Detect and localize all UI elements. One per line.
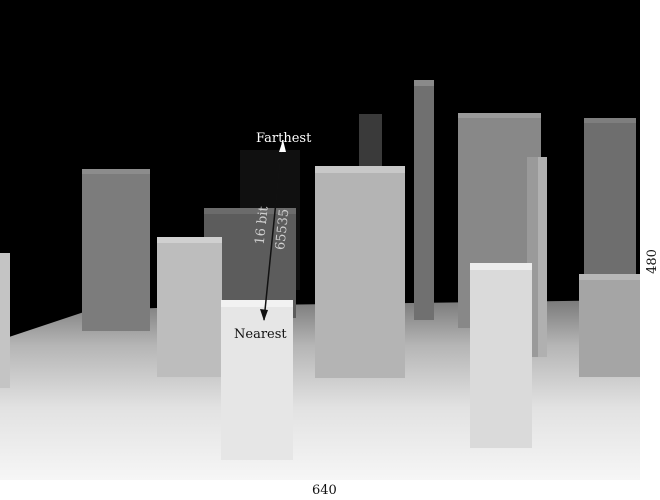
nearest-label: Nearest — [234, 327, 287, 342]
pillar-left-mid — [157, 237, 222, 377]
pillar-far-thin — [359, 114, 382, 174]
depth-arrow — [260, 139, 286, 321]
width-label: 640 — [312, 483, 337, 498]
farthest-label: Farthest — [256, 131, 312, 146]
pillar-near-center — [221, 300, 293, 460]
arrow-head-far — [279, 140, 286, 152]
pillar-near-right — [470, 263, 532, 448]
pillar-right-small — [579, 274, 640, 377]
pillar-left-back — [82, 169, 150, 331]
pillar-edge-left — [0, 253, 10, 388]
depth-map-render — [0, 0, 640, 480]
pillar-far-right — [584, 118, 636, 303]
pillar-center-large — [315, 166, 405, 378]
arrow-head-near — [260, 309, 268, 321]
height-label: 480 — [644, 249, 660, 274]
bit-depth-label: 16 bit — [252, 205, 272, 246]
pillar-tall-center — [414, 80, 434, 320]
